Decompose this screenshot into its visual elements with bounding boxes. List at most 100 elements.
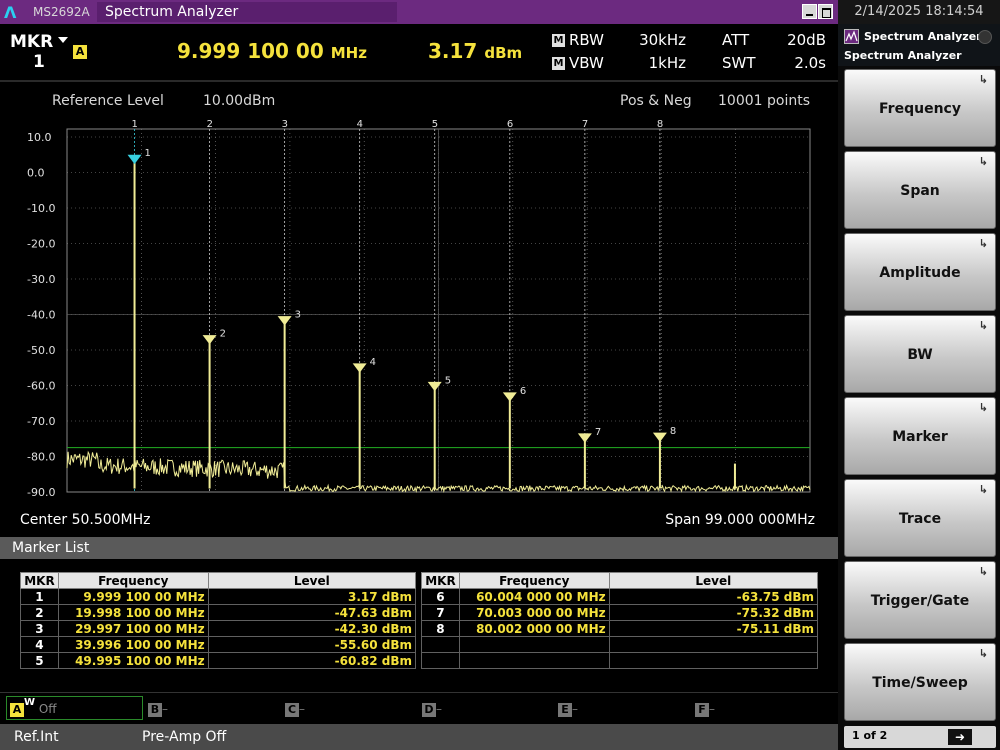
softkey-span[interactable]: ↳ Span bbox=[844, 151, 996, 229]
marker-row-frequency: 39.996 100 00 MHz bbox=[57, 636, 209, 653]
mkr-label[interactable]: MKR bbox=[10, 32, 54, 52]
marker-row-level: 3.17 dBm bbox=[207, 588, 417, 605]
marker-row-number: 7 bbox=[421, 604, 460, 621]
trace-e-state: – bbox=[572, 702, 578, 716]
marker-row[interactable]: 6 60.004 000 00 MHz -63.75 dBm bbox=[421, 588, 819, 605]
date-time: 2/14/2025 18:14:54 bbox=[838, 0, 1000, 24]
att-label: ATT bbox=[722, 31, 750, 49]
mkr-dropdown-icon[interactable] bbox=[58, 37, 68, 43]
marker-label: 7 bbox=[595, 427, 601, 438]
marker-row-frequency: 80.002 000 00 MHz bbox=[458, 620, 610, 637]
marker-top-label: 2 bbox=[207, 119, 213, 130]
marker-frequency-value: 9.999 100 00 bbox=[177, 39, 324, 63]
marker-triangle bbox=[577, 433, 592, 443]
marker-row[interactable]: 8 80.002 000 00 MHz -75.11 dBm bbox=[421, 620, 819, 637]
submenu-arrow-icon: ↳ bbox=[978, 565, 988, 578]
trace-d-slot[interactable]: D – bbox=[422, 697, 522, 721]
marker-table-left: MKR Frequency Level 1 9.999 100 00 MHz 3.1… bbox=[20, 572, 417, 669]
marker-level-value: 3.17 bbox=[428, 39, 478, 63]
spectrum-graph: Reference Level 10.00dBm Pos & Neg 10001… bbox=[0, 80, 838, 537]
marker-top-label: 5 bbox=[432, 119, 438, 130]
minimize-button[interactable] bbox=[802, 4, 817, 19]
marker-triangle bbox=[277, 316, 292, 326]
marker-row-number: 6 bbox=[421, 588, 460, 605]
marker-row-frequency: 49.995 100 00 MHz bbox=[57, 652, 209, 669]
marker-row[interactable]: 7 70.003 000 00 MHz -75.32 dBm bbox=[421, 604, 819, 621]
softkey-marker[interactable]: ↳ Marker bbox=[844, 397, 996, 475]
page-number: 1 of 2 bbox=[852, 729, 888, 742]
softkey-bw[interactable]: ↳ BW bbox=[844, 315, 996, 393]
marker-triangle bbox=[427, 381, 442, 392]
marker-row[interactable]: 2 19.998 100 00 MHz -47.63 dBm bbox=[20, 604, 417, 621]
softkey-label: Amplitude bbox=[879, 265, 961, 281]
trace-c-slot[interactable]: C – bbox=[285, 697, 385, 721]
trace-f-slot[interactable]: F – bbox=[695, 697, 795, 721]
marker-row-level: -75.11 dBm bbox=[608, 620, 819, 637]
softkey-time-sweep[interactable]: ↳ Time/Sweep bbox=[844, 643, 996, 721]
marker-label: 1 bbox=[145, 148, 151, 159]
preamp-status: Pre-Amp Off bbox=[142, 729, 227, 745]
marker-row-frequency bbox=[458, 636, 610, 653]
spectrum-plot[interactable]: 10.0 0.0 -10.0 -20.0 -30.0 -40.0 -50.0 -60.0 -70… bbox=[0, 82, 838, 537]
y-tick-label: -80.0 bbox=[27, 451, 55, 464]
col-mkr: MKR bbox=[421, 572, 460, 589]
marker-list-title: Marker List bbox=[0, 537, 838, 559]
trace-e-slot[interactable]: E – bbox=[558, 697, 658, 721]
marker-top-label: 8 bbox=[657, 119, 663, 130]
softkey-menu-title: Spectrum Analyzer bbox=[844, 49, 962, 62]
y-tick-label: 10.0 bbox=[27, 131, 52, 144]
vbw-value: 1kHz bbox=[648, 54, 686, 72]
y-tick-label: -20.0 bbox=[27, 238, 55, 251]
marker-row[interactable] bbox=[421, 652, 819, 669]
col-level: Level bbox=[608, 572, 819, 589]
maximize-button[interactable] bbox=[818, 4, 833, 19]
marker-level-unit: dBm bbox=[484, 44, 523, 62]
softkey-frequency[interactable]: ↳ Frequency bbox=[844, 69, 996, 147]
softkey-label: Trace bbox=[898, 511, 942, 527]
marker-row[interactable] bbox=[421, 636, 819, 653]
softkey-amplitude[interactable]: ↳ Amplitude bbox=[844, 233, 996, 311]
span-value[interactable]: Span 99.000 000MHz bbox=[665, 512, 815, 528]
rbw-manual-badge: M bbox=[552, 34, 565, 47]
window-title: Spectrum Analyzer bbox=[97, 2, 397, 22]
center-frequency[interactable]: Center 50.500MHz bbox=[20, 512, 151, 528]
page-indicator[interactable]: 1 of 2 ➜ bbox=[844, 726, 996, 748]
marker-row-number: 5 bbox=[20, 652, 59, 669]
submenu-arrow-icon: ↳ bbox=[978, 73, 988, 86]
submenu-arrow-icon: ↳ bbox=[978, 155, 988, 168]
next-page-arrow-icon[interactable]: ➜ bbox=[948, 729, 972, 745]
trace-b-slot[interactable]: B – bbox=[148, 697, 248, 721]
marker-row-number: 3 bbox=[20, 620, 59, 637]
marker-row[interactable]: 5 49.995 100 00 MHz -60.82 dBm bbox=[20, 652, 417, 669]
marker-row[interactable]: 4 39.996 100 00 MHz -55.60 dBm bbox=[20, 636, 417, 653]
softkey-panel: Spectrum Analyzer Spectrum Analyzer ↳ Fre… bbox=[838, 24, 1000, 750]
anritsu-logo: Λ bbox=[4, 3, 17, 22]
softkey-trace[interactable]: ↳ Trace bbox=[844, 479, 996, 557]
trace-f-state: – bbox=[709, 702, 715, 716]
marker-label: 8 bbox=[670, 426, 676, 437]
trace-a-write: W bbox=[24, 697, 36, 708]
marker-triangle bbox=[652, 432, 667, 442]
marker-row[interactable]: 1 9.999 100 00 MHz 3.17 dBm bbox=[20, 588, 417, 605]
marker-triangle bbox=[202, 335, 217, 345]
y-tick-label: -70.0 bbox=[27, 415, 55, 428]
marker-triangle bbox=[352, 363, 367, 373]
col-level: Level bbox=[207, 572, 417, 589]
measurement-header: MKR 1 A 9.999 100 00 MHz 3.17 dBm M RBW … bbox=[0, 24, 838, 80]
marker-triangle bbox=[127, 154, 142, 165]
submenu-arrow-icon: ↳ bbox=[978, 237, 988, 250]
softkey-trigger-gate[interactable]: ↳ Trigger/Gate bbox=[844, 561, 996, 639]
trace-d-state: – bbox=[436, 702, 442, 716]
swt-value: 2.0s bbox=[794, 54, 826, 72]
marker-row[interactable]: 3 29.997 100 00 MHz -42.30 dBm bbox=[20, 620, 417, 637]
trace-b-badge: B bbox=[148, 702, 162, 717]
y-tick-label: -30.0 bbox=[27, 273, 55, 286]
marker-row-number: 4 bbox=[20, 636, 59, 653]
swt-label: SWT bbox=[722, 54, 756, 72]
marker-row-frequency: 9.999 100 00 MHz bbox=[57, 588, 209, 605]
trace-c-badge: C bbox=[285, 702, 299, 717]
att-value: 20dB bbox=[787, 31, 826, 49]
mkr-number: 1 bbox=[33, 52, 45, 72]
marker-row-frequency: 29.997 100 00 MHz bbox=[57, 620, 209, 637]
